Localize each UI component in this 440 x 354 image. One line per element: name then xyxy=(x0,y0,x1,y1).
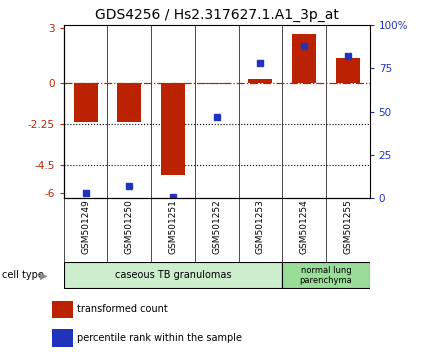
FancyBboxPatch shape xyxy=(64,263,282,288)
Text: cell type: cell type xyxy=(2,270,44,280)
Text: GSM501252: GSM501252 xyxy=(212,200,221,254)
Text: ▶: ▶ xyxy=(40,270,47,280)
Bar xyxy=(52,301,73,318)
Text: GSM501255: GSM501255 xyxy=(343,200,352,255)
Text: GSM501251: GSM501251 xyxy=(169,200,177,255)
Bar xyxy=(336,58,360,83)
Text: GSM501249: GSM501249 xyxy=(81,200,90,254)
Bar xyxy=(248,79,272,83)
Bar xyxy=(52,329,73,347)
Bar xyxy=(73,83,98,121)
Bar xyxy=(292,34,316,83)
Text: transformed count: transformed count xyxy=(77,304,168,314)
Bar xyxy=(205,83,229,84)
Text: normal lung
parenchyma: normal lung parenchyma xyxy=(300,266,352,285)
Text: GSM501250: GSM501250 xyxy=(125,200,134,255)
Text: percentile rank within the sample: percentile rank within the sample xyxy=(77,333,242,343)
Bar xyxy=(117,83,141,122)
FancyBboxPatch shape xyxy=(282,263,370,288)
Text: GSM501253: GSM501253 xyxy=(256,200,265,255)
Bar xyxy=(161,83,185,175)
Text: GSM501254: GSM501254 xyxy=(300,200,308,254)
Title: GDS4256 / Hs2.317627.1.A1_3p_at: GDS4256 / Hs2.317627.1.A1_3p_at xyxy=(95,8,339,22)
Text: caseous TB granulomas: caseous TB granulomas xyxy=(115,270,231,280)
